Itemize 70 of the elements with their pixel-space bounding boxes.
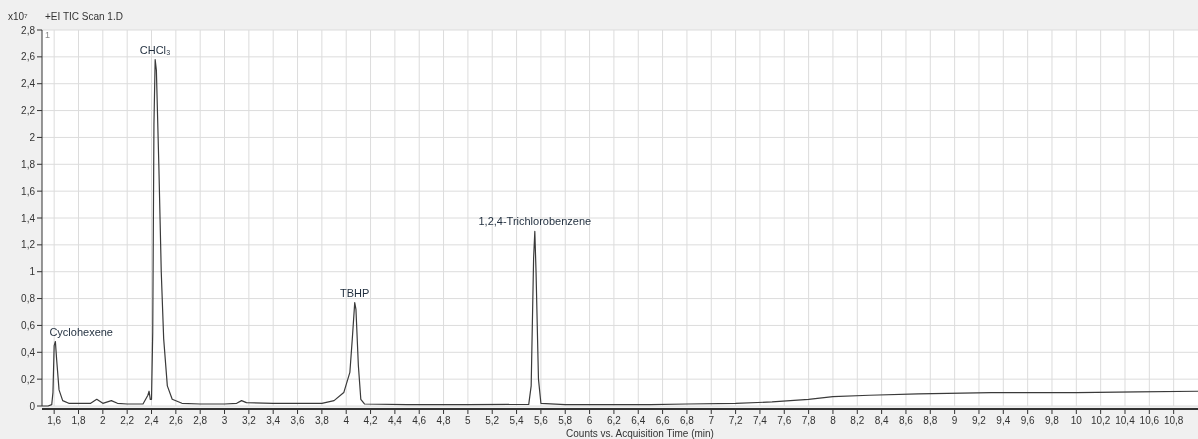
y-tick-label: 2,2 (21, 105, 36, 117)
y-tick-label: 0,4 (21, 346, 36, 358)
x-tick-label: 7 (708, 415, 715, 426)
x-tick-label: 5 (465, 415, 472, 426)
x-tick-label: 3,8 (314, 415, 330, 426)
x-tick-label: 9,8 (1045, 415, 1060, 426)
x-tick-label: 4,6 (412, 415, 427, 426)
y-tick-label: 1 (29, 266, 36, 278)
y-tick-label: 2 (29, 131, 36, 143)
y-tick-label: 0,6 (21, 319, 36, 331)
x-tick-label: 9 (951, 415, 958, 426)
x-tick-label: 7,6 (777, 415, 792, 426)
x-tick-label: 2 (100, 415, 107, 426)
y-tick-label: 1,8 (21, 158, 36, 170)
x-tick-label: 3,4 (266, 415, 281, 426)
x-tick-label: 7,4 (752, 415, 768, 426)
x-tick-label: 2,4 (144, 415, 159, 426)
x-tick-label: 5,8 (558, 415, 573, 426)
y-tick-label: 0 (29, 400, 36, 412)
x-tick-label: 2,6 (168, 415, 184, 426)
annotation: Cyclohexene (49, 325, 113, 338)
chart-title: +EI TIC Scan 1.D (45, 11, 123, 22)
x-tick-label: 5,6 (533, 415, 549, 426)
x-tick-label: 6,2 (606, 415, 622, 426)
x-tick-label: 1,8 (71, 415, 86, 426)
x-tick-label: 4,4 (387, 415, 403, 426)
y-tick-label: 1,6 (21, 185, 36, 197)
x-tick-label: 10,8 (1163, 415, 1184, 426)
x-tick-label: 8 (830, 415, 837, 426)
x-tick-label: 10,6 (1139, 415, 1160, 426)
annotation: 1 (45, 30, 51, 40)
y-tick-label: 0,8 (21, 293, 36, 305)
y-axis-title: x10⁷ (8, 11, 29, 22)
x-tick-label: 6,6 (655, 415, 670, 426)
x-tick-label: 6,4 (631, 415, 646, 426)
x-tick-label: 4,8 (436, 415, 451, 426)
y-tick-label: 2,6 (21, 51, 36, 63)
x-tick-label: 10,2 (1090, 415, 1111, 426)
y-tick-label: 2,4 (21, 78, 36, 90)
x-tick-label: 5,2 (485, 415, 500, 426)
x-tick-label: 3,2 (241, 415, 257, 426)
x-tick-label: 3,6 (290, 415, 305, 426)
x-tick-label: 7,8 (801, 415, 816, 426)
x-tick-label: 6,8 (679, 415, 695, 426)
x-tick-label: 8,8 (923, 415, 938, 426)
x-tick-label: 9,4 (996, 415, 1011, 426)
y-tick-label: 2,8 (21, 24, 36, 36)
x-tick-label: 2,8 (193, 415, 208, 426)
x-tick-label: 6 (586, 415, 593, 426)
x-tick-label: 9,2 (972, 415, 987, 426)
x-tick-label: 3 (221, 415, 228, 426)
x-axis-title: Counts vs. Acquisition Time (min) (566, 428, 714, 439)
y-tick-label: 1,2 (21, 239, 36, 251)
x-tick-label: 8,4 (874, 415, 890, 426)
x-tick-label: 9,6 (1020, 415, 1036, 426)
x-tick-label: 1,6 (47, 415, 62, 426)
x-tick-label: 10,4 (1115, 415, 1136, 426)
x-tick-label: 5,4 (509, 415, 524, 426)
annotation: TBHP (340, 286, 370, 299)
annotation: 1,2,4-Trichlorobenzene (478, 215, 592, 228)
y-tick-label: 1,4 (21, 212, 36, 224)
x-tick-label: 8,6 (899, 415, 914, 426)
x-tick-label: 7,2 (728, 415, 743, 426)
y-tick-label: 0,2 (21, 373, 36, 385)
x-tick-label: 4 (343, 415, 350, 426)
x-tick-label: 2,2 (120, 415, 135, 426)
x-tick-label: 4,2 (363, 415, 378, 426)
x-tick-label: 8,2 (850, 415, 865, 426)
x-tick-label: 10 (1070, 415, 1083, 426)
annotation: CHCl₃ (139, 43, 171, 56)
